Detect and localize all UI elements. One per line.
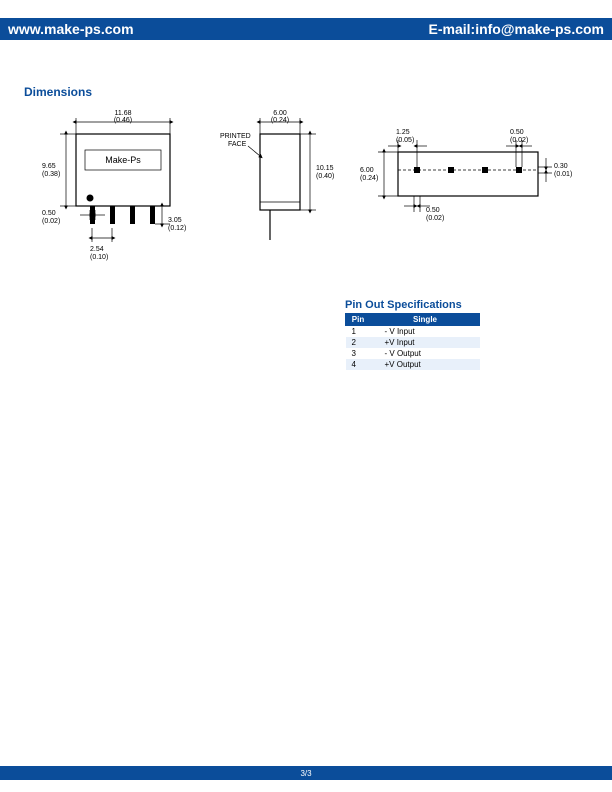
fp-ro-in: (0.05) <box>396 137 414 144</box>
fp-ro-mm: 1.25 <box>396 129 410 136</box>
dimensions-diagrams: 11.68 (0.46) Make-Ps 9.65 (0.38) 0.50 (0… <box>30 110 590 275</box>
side-printed1: PRINTED <box>220 133 251 140</box>
side-w-in: (0.24) <box>271 117 289 124</box>
front-pitch-mm: 2.54 <box>90 246 104 253</box>
fp-pad-in: (0.02) <box>510 137 528 144</box>
fp-hole-in: (0.01) <box>554 171 572 178</box>
fp-lead-in: (0.02) <box>426 215 444 222</box>
pinout-th-pin: Pin <box>346 314 371 326</box>
pin-fn: +V Output <box>371 359 480 370</box>
header-website: www.make-ps.com <box>8 21 134 37</box>
fp-hole-mm: 0.30 <box>554 163 568 170</box>
pinout-th-single: Single <box>371 314 480 326</box>
front-pl-in: (0.12) <box>168 225 186 232</box>
fp-pad-mm: 0.50 <box>510 129 524 136</box>
footer-page: 3/3 <box>300 769 311 778</box>
pinout-block: Pin Out Specifications Pin Single 1 - V … <box>345 299 505 370</box>
pin-num: 3 <box>346 348 371 359</box>
side-h-in: (0.40) <box>316 173 334 180</box>
front-width-mm: 11.68 <box>115 110 132 117</box>
pinout-header-row: Pin Single <box>346 314 480 326</box>
header-bar: www.make-ps.com E-mail:info@make-ps.com <box>0 18 612 40</box>
fp-lead-mm: 0.50 <box>426 207 440 214</box>
pin-fn: +V Input <box>371 337 480 348</box>
header-email: E-mail:info@make-ps.com <box>429 21 604 37</box>
front-label: Make-Ps <box>105 155 141 165</box>
pin-num: 1 <box>346 326 371 338</box>
table-row: 4 +V Output <box>346 359 480 370</box>
front-h-mm: 9.65 <box>42 163 56 170</box>
front-pd-mm: 0.50 <box>42 210 56 217</box>
front-h-in: (0.38) <box>42 171 60 178</box>
footer-bar: 3/3 <box>0 766 612 780</box>
fp-d-in: (0.24) <box>360 175 378 182</box>
pinout-title: Pin Out Specifications <box>345 299 505 311</box>
side-w-mm: 6.00 <box>273 110 287 117</box>
fp-d-mm: 6.00 <box>360 167 374 174</box>
pin-fn: - V Output <box>371 348 480 359</box>
side-h-mm: 10.15 <box>316 165 334 172</box>
front-pd-in: (0.02) <box>42 218 60 225</box>
front-width-in: (0.46) <box>114 117 132 124</box>
pin-num: 4 <box>346 359 371 370</box>
table-row: 3 - V Output <box>346 348 480 359</box>
dimensions-title: Dimensions <box>24 85 92 99</box>
table-row: 2 +V Input <box>346 337 480 348</box>
pin-num: 2 <box>346 337 371 348</box>
pin-fn: - V Input <box>371 326 480 338</box>
side-printed2: FACE <box>228 141 247 148</box>
front-pl-mm: 3.05 <box>168 217 182 224</box>
pinout-table: Pin Single 1 - V Input 2 +V Input 3 - V … <box>345 313 480 370</box>
front-pitch-in: (0.10) <box>90 254 108 261</box>
table-row: 1 - V Input <box>346 326 480 338</box>
